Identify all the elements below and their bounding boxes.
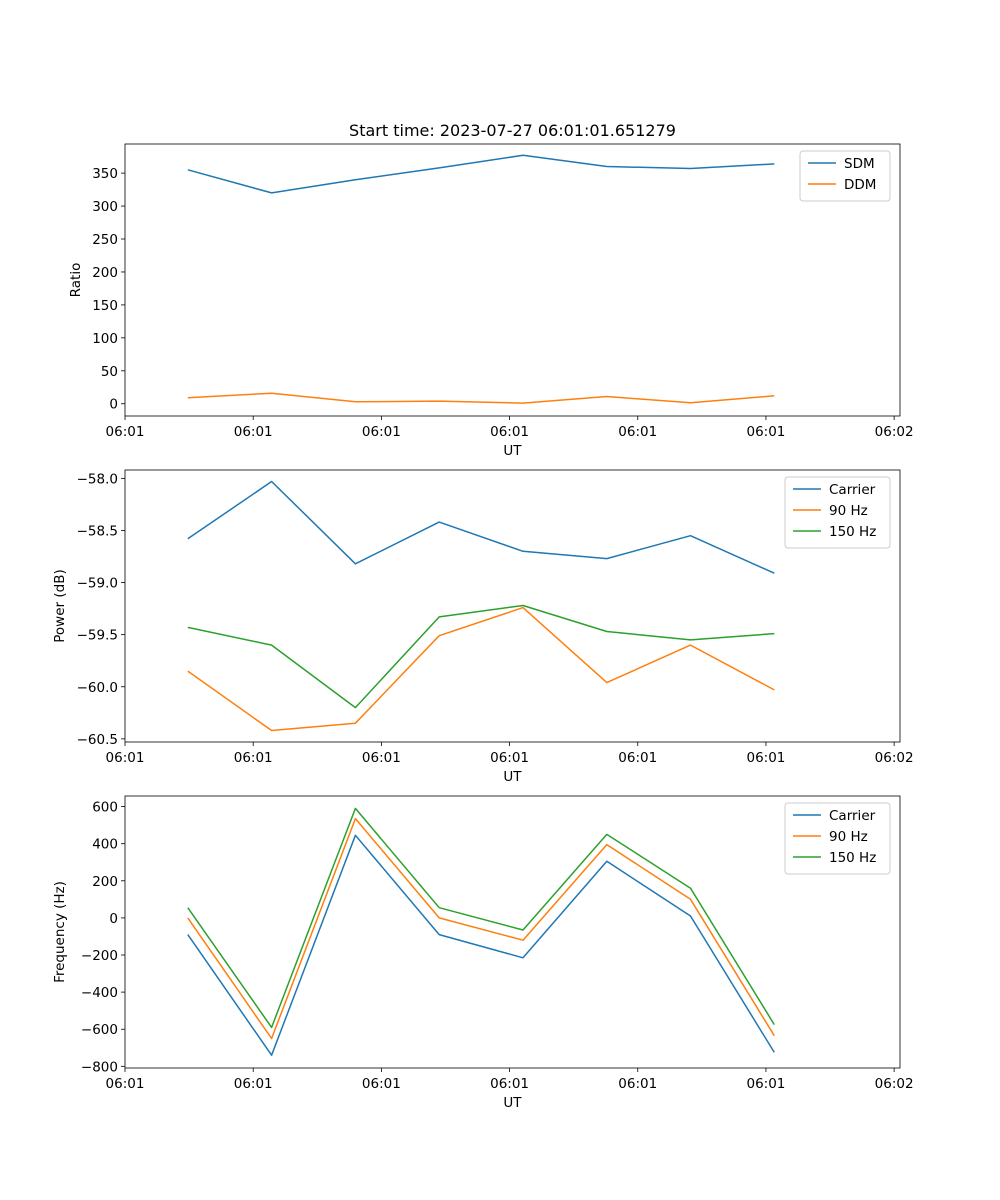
x-tick-label: 06:01 [490,1076,529,1092]
legend: SDM DDM [799,150,891,202]
x-tick-label: 06:02 [875,750,914,766]
y-tick-label: −60.0 [77,680,118,696]
y-tick-label: 600 [92,800,118,816]
y-tick-label: −58.5 [77,523,118,539]
x-tick-label: 06:01 [746,424,785,440]
y-tick-label: −400 [81,985,118,1001]
series-line-150-hz [187,807,775,1029]
x-axis-label: UT [503,769,522,785]
x-tick-label: 06:01 [106,750,145,766]
x-tick-label: 06:01 [490,424,529,440]
x-tick-label: 06:01 [106,424,145,440]
y-tick-label: 100 [92,331,118,347]
x-tick-label: 06:01 [234,750,273,766]
y-axis-label: Ratio [68,263,84,298]
x-axis-label: UT [503,443,522,459]
x-tick-label: 06:01 [618,750,657,766]
legend-label: 150 Hz [829,850,876,866]
x-tick-label: 06:01 [362,1076,401,1092]
y-tick-label: 0 [109,397,118,413]
y-tick-label: 400 [92,837,118,853]
series-line-sdm [187,154,775,194]
x-tick-label: 06:01 [746,750,785,766]
axes-frame [124,795,901,1069]
y-tick-label: −58.0 [77,471,118,487]
legend-label: 90 Hz [829,829,868,845]
axes-frame [124,469,901,743]
y-tick-label: 300 [92,199,118,215]
series-line-150-hz [187,604,775,709]
chart-panel-3: 06:01 06:01 06:01 06:01 06:01 06:01 06:02 −800 −… [52,795,914,1111]
x-tick-label: 06:01 [234,1076,273,1092]
series-line-90-hz [187,606,775,732]
axes-frame [124,143,901,417]
series-line-ddm [187,392,775,404]
y-tick-label: −200 [81,948,118,964]
series-line-90-hz [187,817,775,1040]
x-tick-label: 06:01 [618,424,657,440]
x-tick-label: 06:01 [234,424,273,440]
y-tick-label: 0 [109,911,118,927]
x-tick-label: 06:01 [362,750,401,766]
series-line-carrier [187,834,775,1056]
legend-label: DDM [844,177,876,193]
x-tick-label: 06:01 [490,750,529,766]
chart-panel-2: 06:01 06:01 06:01 06:01 06:01 06:01 06:02 −60.5… [52,469,914,785]
y-tick-label: −59.5 [77,628,118,644]
legend: Carrier 90 Hz 150 Hz [784,476,891,549]
y-tick-label: 350 [92,166,118,182]
y-tick-label: −600 [81,1022,118,1038]
legend-label: Carrier [829,808,876,824]
series-line-carrier [187,480,775,574]
y-axis-label: Frequency (Hz) [52,881,68,983]
legend-label: Carrier [829,482,876,498]
y-tick-label: −800 [81,1059,118,1075]
legend-label: SDM [844,156,875,172]
x-tick-label: 06:01 [362,424,401,440]
y-tick-label: 50 [101,364,118,380]
y-axis-label: Power (dB) [52,569,68,642]
x-tick-label: 06:02 [875,1076,914,1092]
y-tick-label: −59.0 [77,576,118,592]
x-tick-label: 06:01 [746,1076,785,1092]
x-tick-label: 06:01 [618,1076,657,1092]
y-tick-label: −60.5 [77,732,118,748]
legend: Carrier 90 Hz 150 Hz [784,802,891,875]
chart-title: Start time: 2023-07-27 06:01:01.651279 [349,121,676,140]
legend-label: 90 Hz [829,503,868,519]
chart-panel-1: 06:01 06:01 06:01 06:01 06:01 06:01 06:02 0 50 10… [68,121,914,459]
x-tick-label: 06:01 [106,1076,145,1092]
x-tick-label: 06:02 [875,424,914,440]
y-tick-label: 250 [92,232,118,248]
y-tick-label: 200 [92,874,118,890]
legend-label: 150 Hz [829,524,876,540]
y-tick-label: 200 [92,265,118,281]
x-axis-label: UT [503,1095,522,1111]
y-tick-label: 150 [92,298,118,314]
